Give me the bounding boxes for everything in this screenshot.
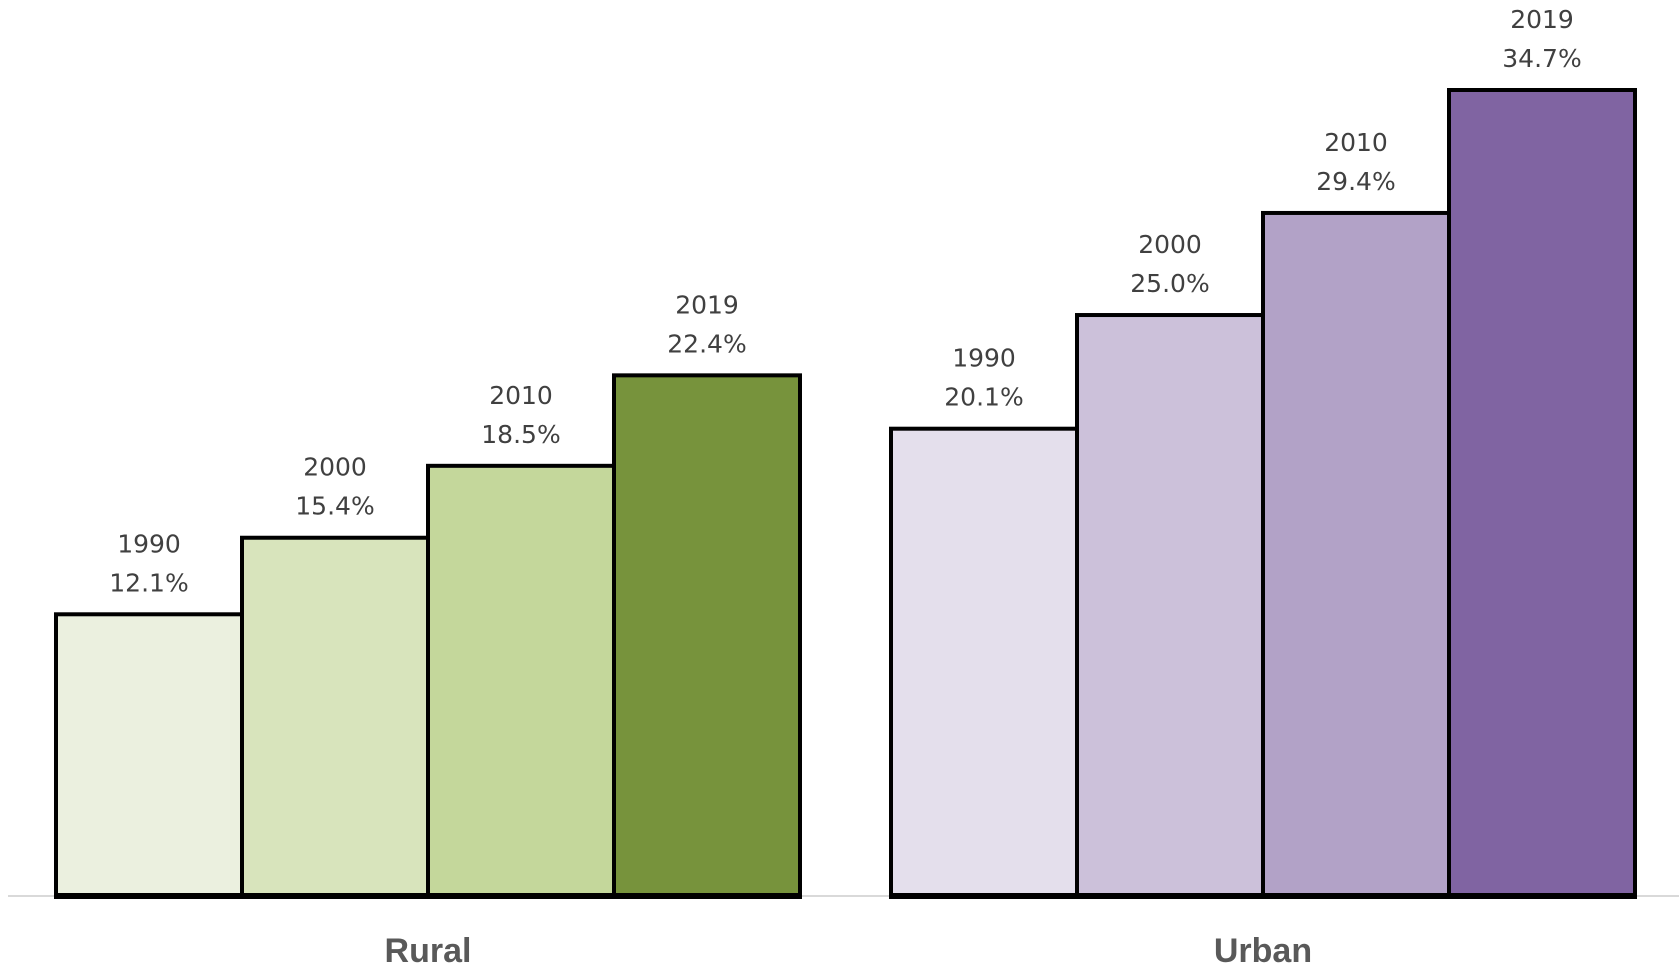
bar — [889, 426, 1079, 897]
category-label: Rural — [385, 932, 472, 970]
bar — [240, 535, 430, 897]
data-label: 12.1% — [109, 568, 188, 597]
bar — [612, 373, 802, 897]
series-label: 1990 — [952, 344, 1016, 373]
bar — [1447, 88, 1637, 897]
category-label: Urban — [1214, 932, 1312, 970]
data-label: 15.4% — [295, 492, 374, 521]
data-label: 18.5% — [481, 420, 560, 449]
data-label: 20.1% — [944, 383, 1023, 412]
data-label: 34.7% — [1502, 44, 1581, 73]
bar — [54, 612, 244, 897]
series-label: 1990 — [117, 529, 181, 558]
data-label: 29.4% — [1316, 167, 1395, 196]
data-label: 22.4% — [667, 329, 746, 358]
series-label: 2000 — [1138, 230, 1202, 259]
series-label: 2019 — [675, 290, 739, 319]
series-label: 2000 — [303, 453, 367, 482]
bar — [426, 463, 616, 897]
series-label: 2010 — [1324, 128, 1388, 157]
bar — [1075, 313, 1265, 897]
data-label: 25.0% — [1130, 269, 1209, 298]
series-label: 2010 — [489, 381, 553, 410]
bar — [1261, 210, 1451, 897]
series-label: 2019 — [1510, 5, 1574, 34]
